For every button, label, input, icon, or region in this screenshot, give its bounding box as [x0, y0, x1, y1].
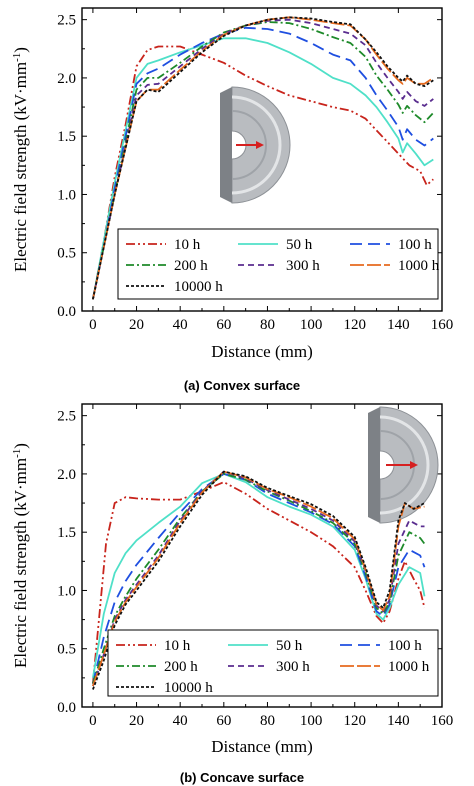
series-line-100-h [92, 26, 434, 300]
insulator-rim [231, 95, 282, 195]
x-tick-label: 60 [216, 317, 231, 333]
series-line-100-h [92, 473, 426, 684]
series-line-10-h [92, 45, 434, 300]
legend-label: 300 h [276, 659, 310, 675]
direction-arrow-head [256, 141, 264, 149]
legend-label: 1000 h [388, 659, 430, 675]
series-line-50-h [92, 37, 434, 300]
series-line-10-h [92, 481, 426, 684]
series-line-300-h [92, 18, 434, 300]
x-tick-label: 120 [343, 713, 366, 729]
chart-concave-surface: 0 20 40 60 80 100 120 140 160 0.0 0.5 1.0 1.5 2.0 2.5 D… [11, 403, 454, 785]
legend-label: 10000 h [174, 279, 223, 295]
insulator-groove [231, 110, 267, 180]
legend-label: 50 h [276, 638, 303, 654]
x-tick-label: 100 [300, 317, 323, 333]
legend-label: 200 h [174, 258, 208, 274]
y-tick-label: 1.5 [57, 525, 76, 541]
legend: 10 h 50 h 100 h 200 h 300 h 1000 h 10000 h [107, 629, 439, 697]
y-tick-label: 2.5 [57, 13, 76, 29]
legend-label: 100 h [388, 638, 422, 654]
legend-label: 300 h [286, 258, 320, 274]
insulator-illustration [368, 406, 439, 524]
x-tick-label: 20 [129, 713, 144, 729]
y-tick-label: 1.0 [57, 583, 76, 599]
legend-label: 10000 h [164, 680, 213, 696]
legend-label: 10 h [174, 237, 201, 253]
x-tick-label: 80 [260, 317, 275, 333]
x-tick-label: 20 [129, 317, 144, 333]
y-tick-label: 0.0 [57, 700, 76, 716]
x-tick-label: 140 [387, 317, 410, 333]
series-line-10000-h [92, 16, 434, 300]
y-axis-label: Electric field strength (kV·mm-1) [11, 443, 30, 668]
direction-arrow-head [410, 461, 418, 469]
y-axis-label: Electric field strength (kV·mm-1) [11, 47, 30, 272]
series-line-200-h [92, 21, 434, 300]
y-tick-label: 0.5 [57, 246, 76, 262]
y-tick-label: 1.5 [57, 129, 76, 145]
insulator-edge [220, 87, 232, 203]
plot-frame [81, 403, 443, 708]
legend-box [117, 228, 439, 300]
x-tick-label: 160 [431, 713, 454, 729]
chart-convex-surface: 0 20 40 60 80 100 120 140 160 0.0 0.5 1.0 1.5 2.0 2.5 D… [11, 7, 454, 393]
legend-box [107, 629, 439, 697]
x-axis-label: Distance (mm) [211, 737, 313, 756]
series-line-1000-h [92, 470, 425, 687]
series-line-50-h [92, 473, 426, 679]
y-tick-label: 2.5 [57, 409, 76, 425]
legend-label: 10 h [164, 638, 191, 654]
y-tick-label: 0.5 [57, 642, 76, 658]
x-tick-label: 60 [216, 713, 231, 729]
x-tick-label: 80 [260, 713, 275, 729]
insulator-rim [379, 415, 430, 515]
plot-frame [81, 7, 443, 312]
legend: 10 h 50 h 100 h 200 h 300 h 1000 h 10000 h [117, 228, 440, 300]
legend-label: 100 h [398, 237, 432, 253]
insulator-edge [368, 407, 380, 523]
y-tick-label: 1.0 [57, 187, 76, 203]
insulator-illustration [220, 86, 291, 204]
series-line-300-h [92, 470, 425, 687]
y-tick-label: 2.0 [57, 71, 76, 87]
y-tick-label: 0.0 [57, 304, 76, 320]
x-tick-label: 160 [431, 317, 454, 333]
legend-label: 1000 h [398, 258, 440, 274]
y-tick-label: 2.0 [57, 467, 76, 483]
x-tick-label: 120 [343, 317, 366, 333]
x-tick-label: 0 [89, 317, 97, 333]
x-axis-label: Distance (mm) [211, 342, 313, 361]
series-line-200-h [92, 473, 426, 684]
panel-caption: (a) Convex surface [184, 378, 300, 393]
legend-label: 50 h [286, 237, 313, 253]
series-line-10000-h [92, 470, 425, 690]
x-tick-label: 40 [173, 317, 188, 333]
legend-label: 200 h [164, 659, 198, 675]
panel-caption: (b) Concave surface [180, 770, 304, 785]
series-line-1000-h [92, 16, 434, 300]
x-tick-label: 140 [387, 713, 410, 729]
x-tick-label: 100 [300, 713, 323, 729]
x-tick-label: 40 [173, 713, 188, 729]
x-tick-label: 0 [89, 713, 97, 729]
